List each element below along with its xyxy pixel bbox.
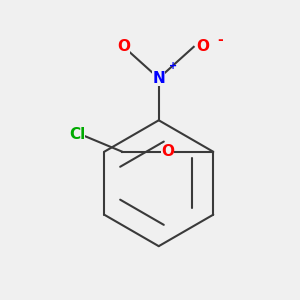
Text: O: O: [117, 39, 130, 54]
Text: -: -: [217, 33, 223, 47]
Text: +: +: [169, 61, 177, 71]
Text: O: O: [196, 39, 209, 54]
Text: O: O: [161, 144, 174, 159]
Text: Cl: Cl: [69, 127, 85, 142]
Text: N: N: [152, 71, 165, 86]
